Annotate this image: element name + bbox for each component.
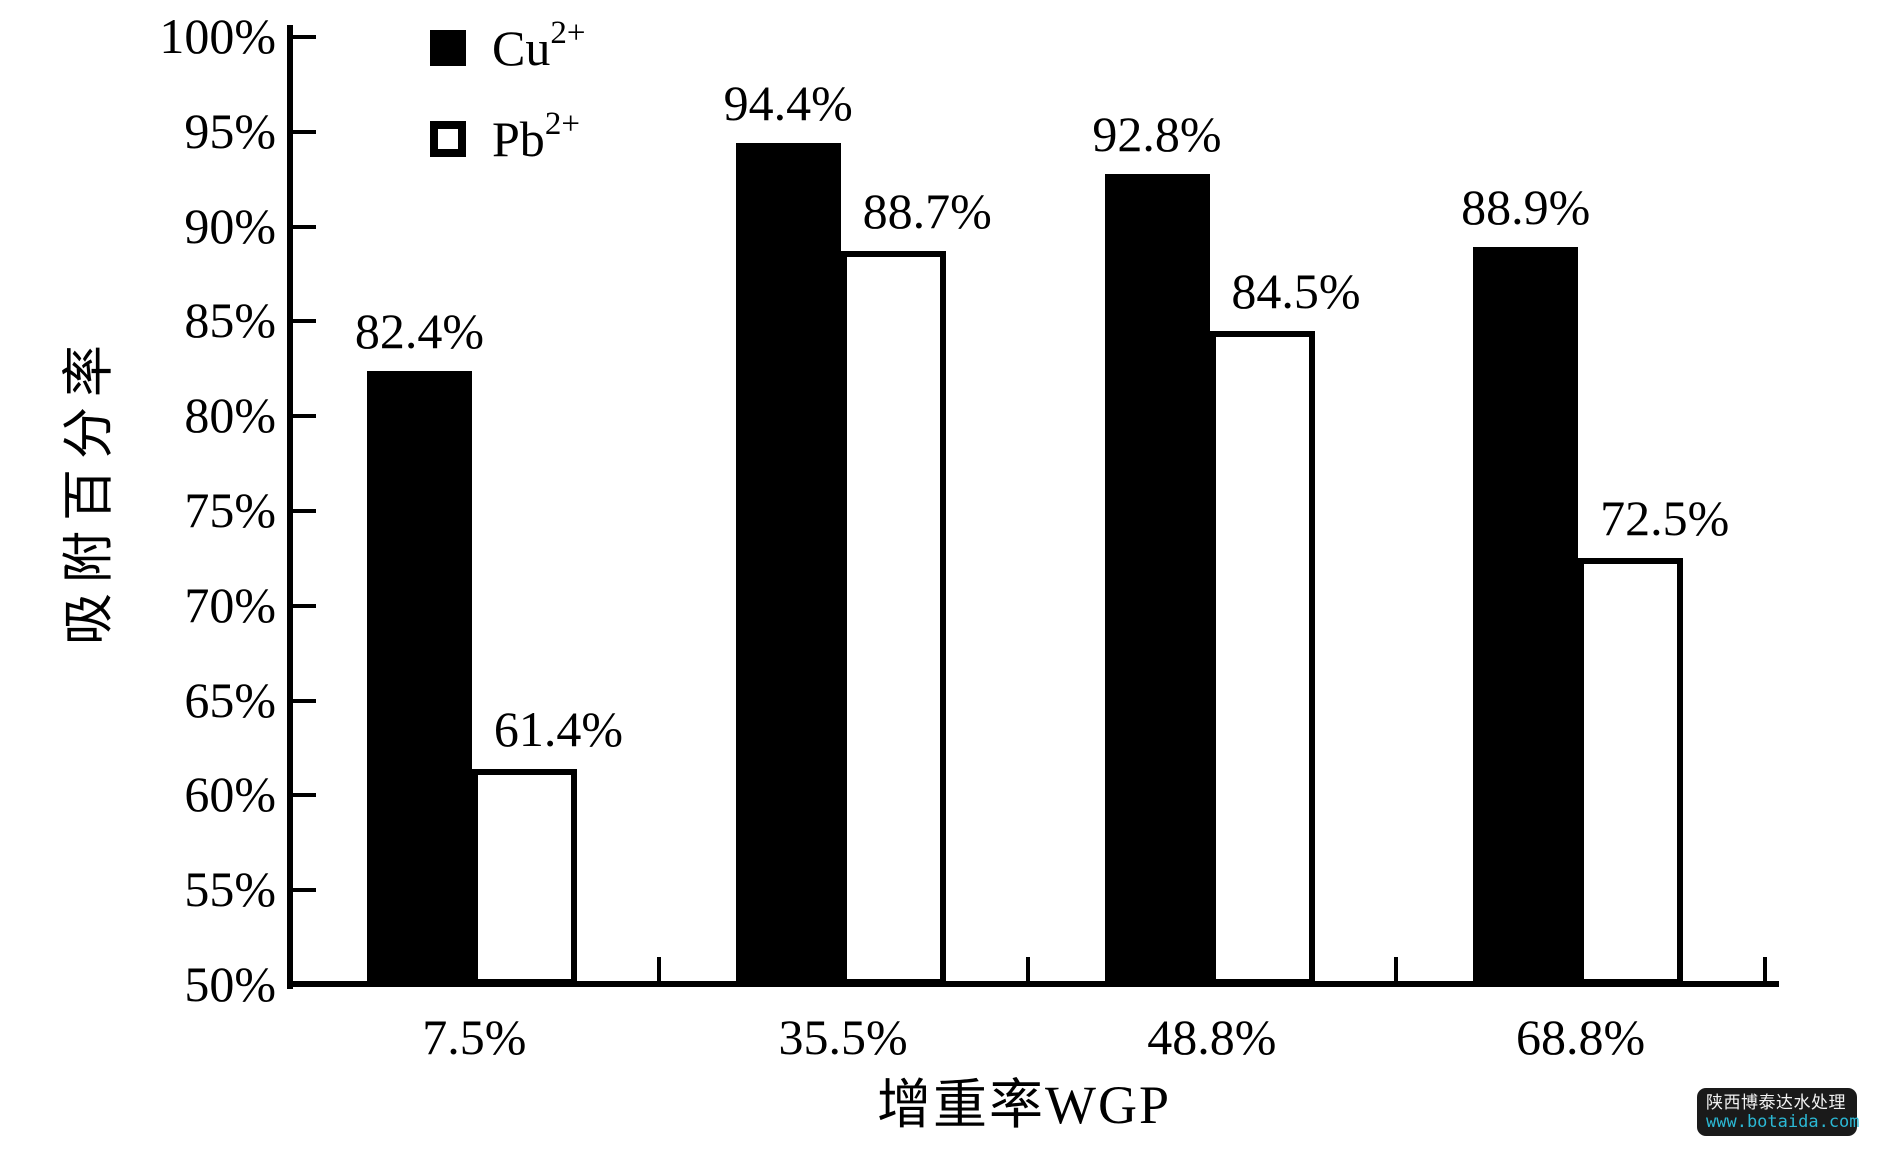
y-tick <box>290 888 316 893</box>
x-tick <box>1025 957 1030 983</box>
cu-legend-label: Cu2+ <box>492 15 586 76</box>
y-tick <box>290 698 316 703</box>
bar-pb-1 <box>840 251 946 985</box>
bar-value-label: 82.4% <box>354 302 485 359</box>
watermark: 陕西博泰达水处理 www.botaida.com <box>1697 1088 1860 1136</box>
pb-legend-label: Pb2+ <box>492 106 580 167</box>
y-tick-label: 85% <box>184 292 276 349</box>
x-tick-label: 35.5% <box>778 1009 908 1065</box>
y-tick <box>290 35 316 39</box>
bar-value-label: 88.9% <box>1461 179 1591 236</box>
y-tick-label: 55% <box>184 861 276 918</box>
bar-value-label: 84.5% <box>1231 262 1361 319</box>
bar-pb-2 <box>1209 330 1315 985</box>
x-tick-label: 7.5% <box>422 1009 527 1065</box>
bar-value-label: 61.4% <box>493 700 624 757</box>
bar-cu-0 <box>367 370 472 985</box>
bar-cu-3 <box>1473 247 1579 985</box>
bar-value-label: 94.4% <box>723 75 853 132</box>
y-axis-title: 吸附百分率 <box>61 334 119 646</box>
watermark-url: www.botaida.com <box>1706 1112 1860 1132</box>
x-tick-label: 68.8% <box>1516 1009 1646 1065</box>
y-tick-label: 75% <box>184 482 276 538</box>
x-tick <box>656 957 661 983</box>
y-tick-label: 100% <box>159 8 276 64</box>
y-tick <box>290 414 316 419</box>
bar-cu-2 <box>1104 173 1210 985</box>
y-tick <box>290 224 316 229</box>
bar-pb-0 <box>472 768 577 985</box>
y-tick-label: 50% <box>184 956 276 1012</box>
bar-pb-3 <box>1578 558 1684 985</box>
y-tick-label: 95% <box>184 102 276 159</box>
legend-item-cu: Cu2+ <box>430 17 585 79</box>
x-tick-label: 48.8% <box>1147 1009 1277 1065</box>
bar-value-label: 88.7% <box>862 183 992 240</box>
x-tick <box>1394 957 1399 983</box>
x-axis-title: 增重率WGP <box>877 1075 1171 1135</box>
y-tick-label: 90% <box>184 197 276 254</box>
y-tick-label: 80% <box>184 387 276 444</box>
cu-legend-swatch-icon <box>430 30 466 66</box>
y-tick <box>290 603 316 608</box>
y-tick <box>290 319 316 324</box>
y-tick <box>290 983 316 987</box>
y-axis-line <box>287 25 293 989</box>
y-tick-label: 60% <box>184 766 276 823</box>
x-axis-line <box>287 981 1779 987</box>
y-tick <box>290 509 316 513</box>
pb-legend-swatch-icon <box>430 121 466 157</box>
x-tick <box>1763 957 1767 983</box>
y-tick-label: 65% <box>184 671 276 728</box>
watermark-company: 陕西博泰达水处理 <box>1706 1093 1846 1113</box>
y-tick <box>290 793 316 798</box>
y-tick <box>290 129 316 134</box>
legend-item-pb: Pb2+ <box>430 108 580 170</box>
bar-value-label: 72.5% <box>1600 490 1730 547</box>
bar-value-label: 92.8% <box>1092 105 1222 162</box>
y-tick-label: 70% <box>184 576 276 633</box>
bar-cu-1 <box>735 143 841 985</box>
